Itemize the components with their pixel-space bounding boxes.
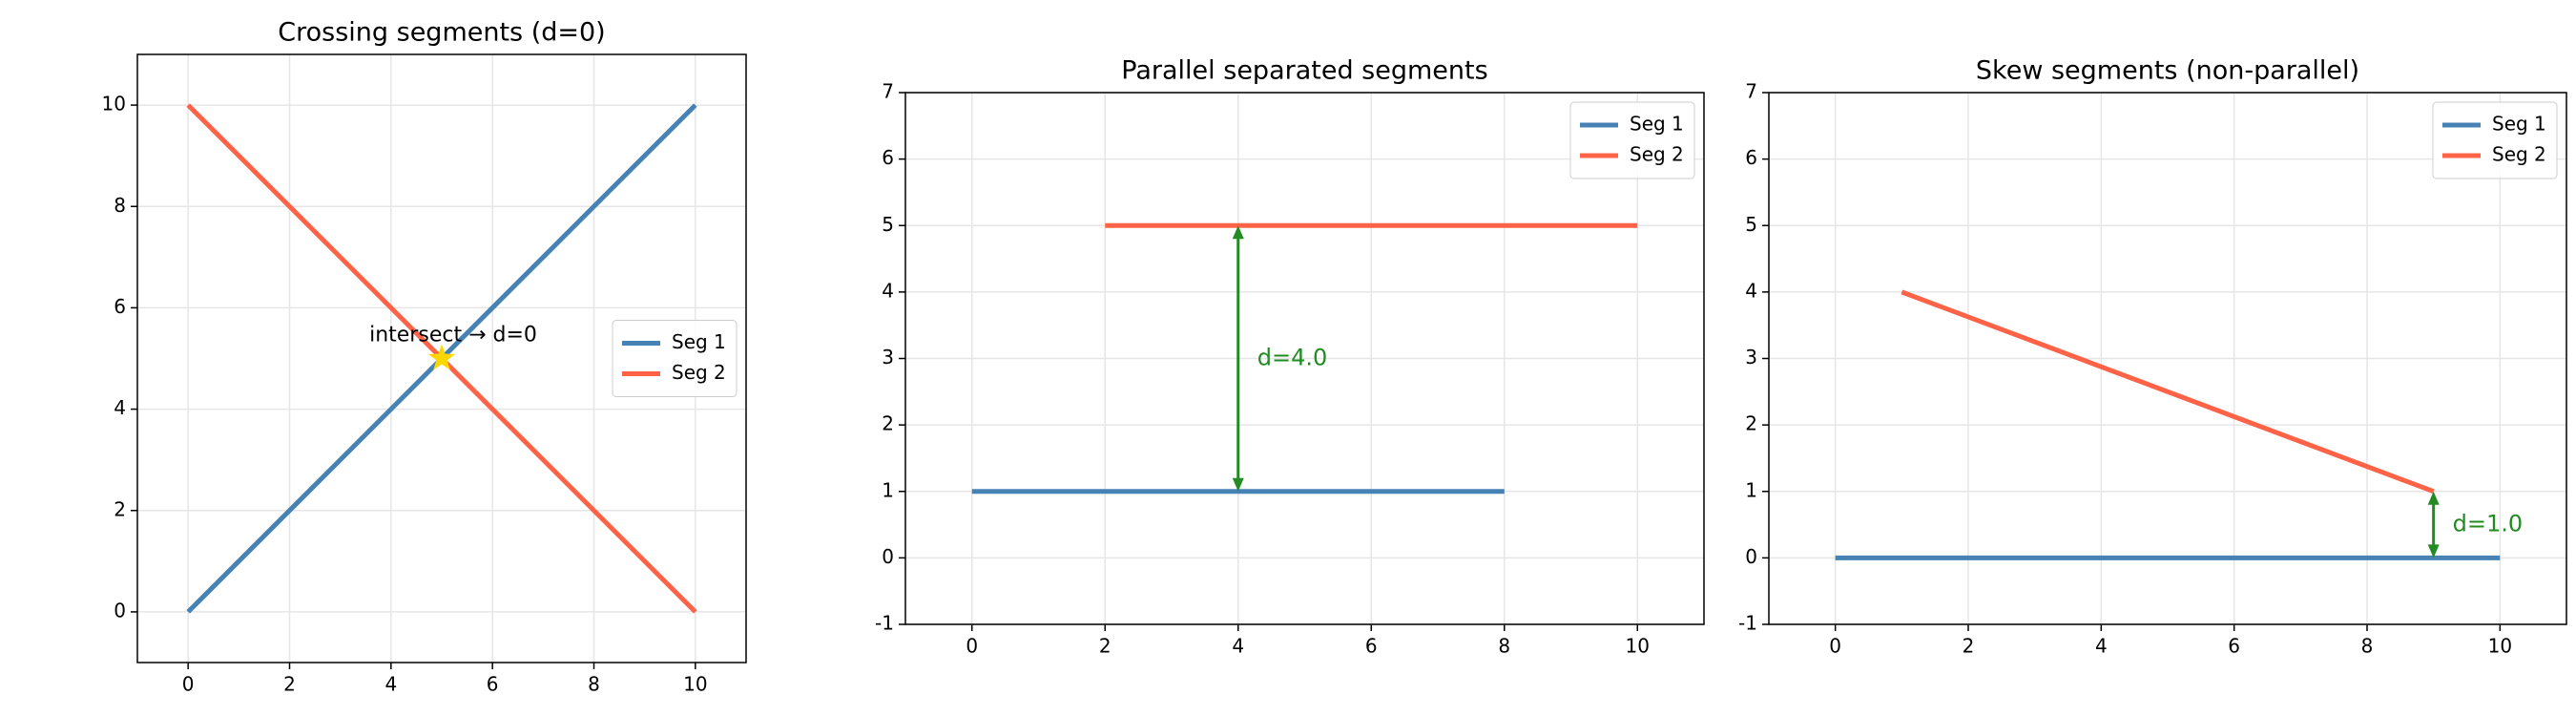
legend-label: Seg 2 — [2492, 143, 2546, 166]
x-tick-label: 4 — [2095, 635, 2108, 658]
y-tick-label: 10 — [102, 93, 126, 116]
x-tick-label: 2 — [1963, 635, 1975, 658]
axes-frame — [136, 53, 747, 663]
axes-frame — [1768, 92, 2567, 625]
y-tick-label: 7 — [1745, 80, 1757, 103]
arrow-head — [1232, 477, 1244, 492]
x-tick-label: 2 — [283, 673, 296, 696]
x-tick-label: 8 — [1498, 635, 1510, 658]
x-tick-label: 0 — [966, 635, 978, 658]
chart-title: Crossing segments (d=0) — [278, 18, 605, 48]
y-tick-label: 6 — [114, 295, 126, 318]
x-tick-label: 4 — [1232, 635, 1244, 658]
arrow-head — [2427, 491, 2440, 505]
y-tick-label: 2 — [1745, 412, 1757, 435]
x-tick-label: 6 — [2228, 635, 2240, 658]
y-tick-label: 2 — [882, 412, 894, 435]
y-tick-label: 6 — [882, 146, 894, 169]
annotation: d=4.0 — [1257, 345, 1328, 371]
y-tick-label: 2 — [114, 497, 126, 520]
x-tick-label: 0 — [182, 673, 195, 696]
legend-label: Seg 2 — [672, 361, 726, 384]
x-tick-label: 0 — [1829, 635, 1841, 658]
y-tick-label: 0 — [882, 545, 894, 568]
legend-label: Seg 1 — [672, 330, 726, 353]
y-tick-label: 0 — [1745, 545, 1757, 568]
y-tick-label: -1 — [875, 612, 894, 635]
y-tick-label: 5 — [882, 213, 894, 236]
x-tick-label: 6 — [487, 673, 499, 696]
legend-box — [2432, 101, 2558, 179]
y-tick-label: 5 — [1745, 213, 1757, 236]
legend: Seg 1 Seg 2 — [612, 320, 737, 397]
legend-box — [1569, 101, 1695, 179]
x-tick-label: 4 — [384, 673, 397, 696]
x-tick-label: 10 — [683, 673, 707, 696]
annotation: d=1.0 — [2453, 511, 2524, 537]
intersection-marker — [427, 344, 456, 370]
x-tick-label: 10 — [1626, 635, 1650, 658]
legend-label: Seg 1 — [1630, 113, 1684, 136]
legend: Seg 1 Seg 2 — [2432, 101, 2558, 179]
axes-frame — [904, 92, 1705, 625]
y-tick-label: 0 — [114, 599, 126, 621]
legend-label: Seg 1 — [2492, 113, 2546, 136]
x-tick-label: 8 — [2361, 635, 2374, 658]
y-tick-label: 3 — [1745, 346, 1757, 369]
y-tick-label: 4 — [882, 279, 894, 302]
legend-label: Seg 2 — [1630, 143, 1684, 166]
y-tick-label: -1 — [1738, 612, 1757, 635]
y-tick-label: 8 — [114, 194, 126, 217]
y-tick-label: 4 — [1745, 279, 1757, 302]
arrow-head — [2427, 544, 2440, 558]
chart-title: Skew segments (non-parallel) — [1976, 56, 2359, 86]
legend-box — [612, 320, 737, 397]
x-tick-label: 10 — [2488, 635, 2512, 658]
y-tick-label: 4 — [114, 396, 126, 419]
y-tick-label: 1 — [1745, 478, 1757, 501]
segment-line — [1901, 289, 2435, 495]
x-tick-label: 6 — [1365, 635, 1378, 658]
y-tick-label: 7 — [882, 80, 894, 103]
y-tick-label: 3 — [882, 346, 894, 369]
x-tick-label: 8 — [588, 673, 600, 696]
y-tick-label: 1 — [882, 478, 894, 501]
y-tick-label: 6 — [1745, 146, 1757, 169]
x-tick-label: 2 — [1099, 635, 1111, 658]
arrow-head — [1232, 225, 1244, 240]
annotation: intersect → d=0 — [369, 324, 537, 347]
legend: Seg 1 Seg 2 — [1569, 101, 1695, 179]
chart-title: Parallel separated segments — [1121, 56, 1487, 86]
